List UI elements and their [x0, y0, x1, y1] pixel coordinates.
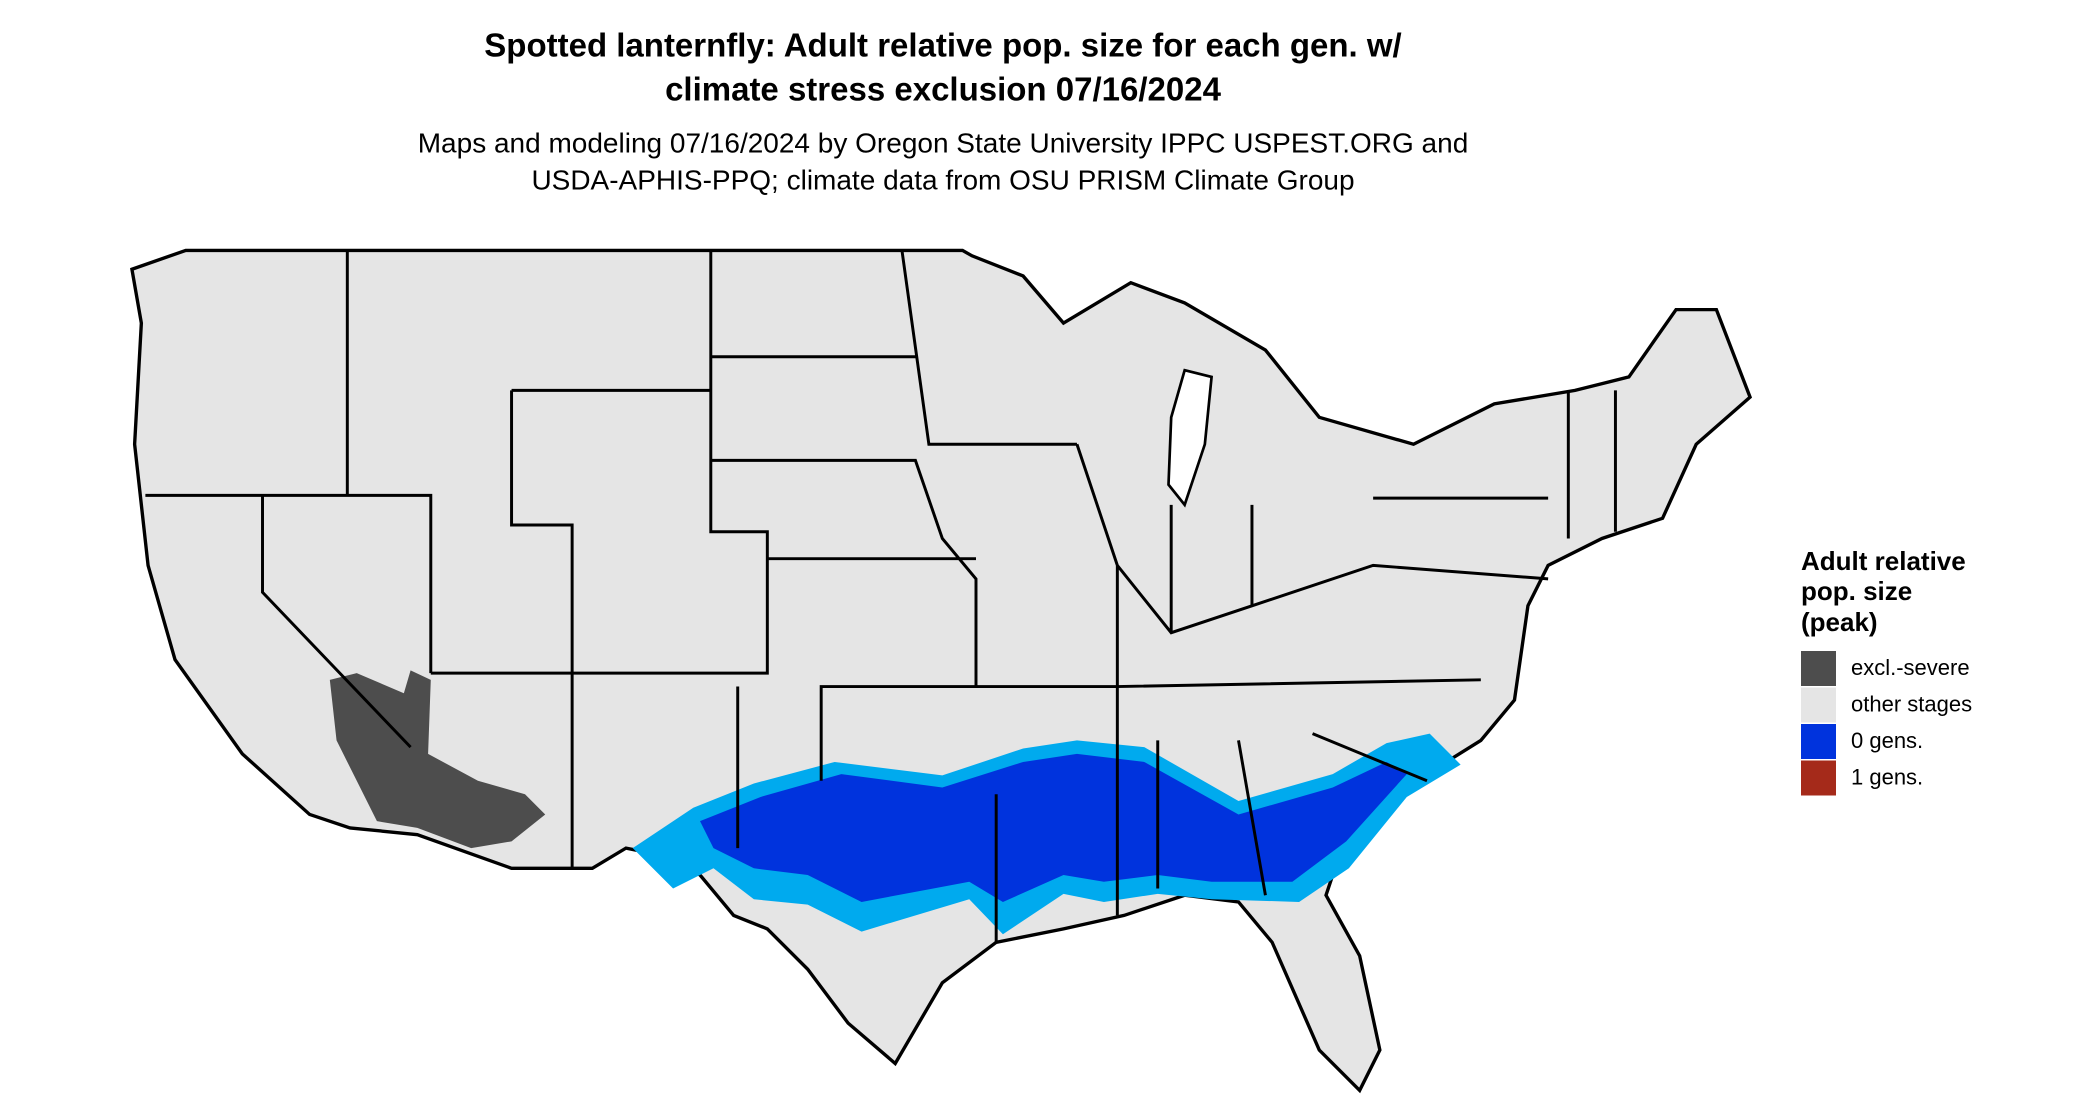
legend-title-line: Adult relative — [1801, 546, 1966, 576]
lake-michigan — [1167, 368, 1214, 508]
subtitle-line: Maps and modeling 07/16/2024 by Oregon S… — [418, 127, 1469, 158]
legend-swatch — [1801, 760, 1836, 796]
legend-label: 1 gens. — [1851, 764, 1923, 789]
title-line: Spotted lanternfly: Adult relative pop. … — [484, 27, 1401, 64]
legend-title-line: (peak) — [1801, 607, 1878, 637]
us-outline — [130, 248, 1753, 1094]
legend-swatch — [1801, 687, 1836, 723]
legend-label: other stages — [1851, 691, 1972, 716]
subtitle-line: USDA-APHIS-PPQ; climate data from OSU PR… — [531, 164, 1354, 195]
legend-label: excl.-severe — [1851, 655, 1970, 680]
legend-title-line: pop. size — [1801, 576, 1912, 606]
legend-swatch — [1801, 651, 1836, 686]
legend-swatch — [1801, 724, 1836, 759]
blue-dark — [700, 753, 1407, 902]
legend: excl.-severe other stages 0 gens. 1 gens. — [1801, 651, 1972, 796]
state-borders — [145, 250, 1617, 943]
title-line: climate stress exclusion 07/16/2024 — [665, 71, 1222, 108]
map — [130, 248, 1753, 1094]
exclusion-area — [329, 670, 546, 849]
legend-label: 0 gens. — [1851, 728, 1923, 753]
